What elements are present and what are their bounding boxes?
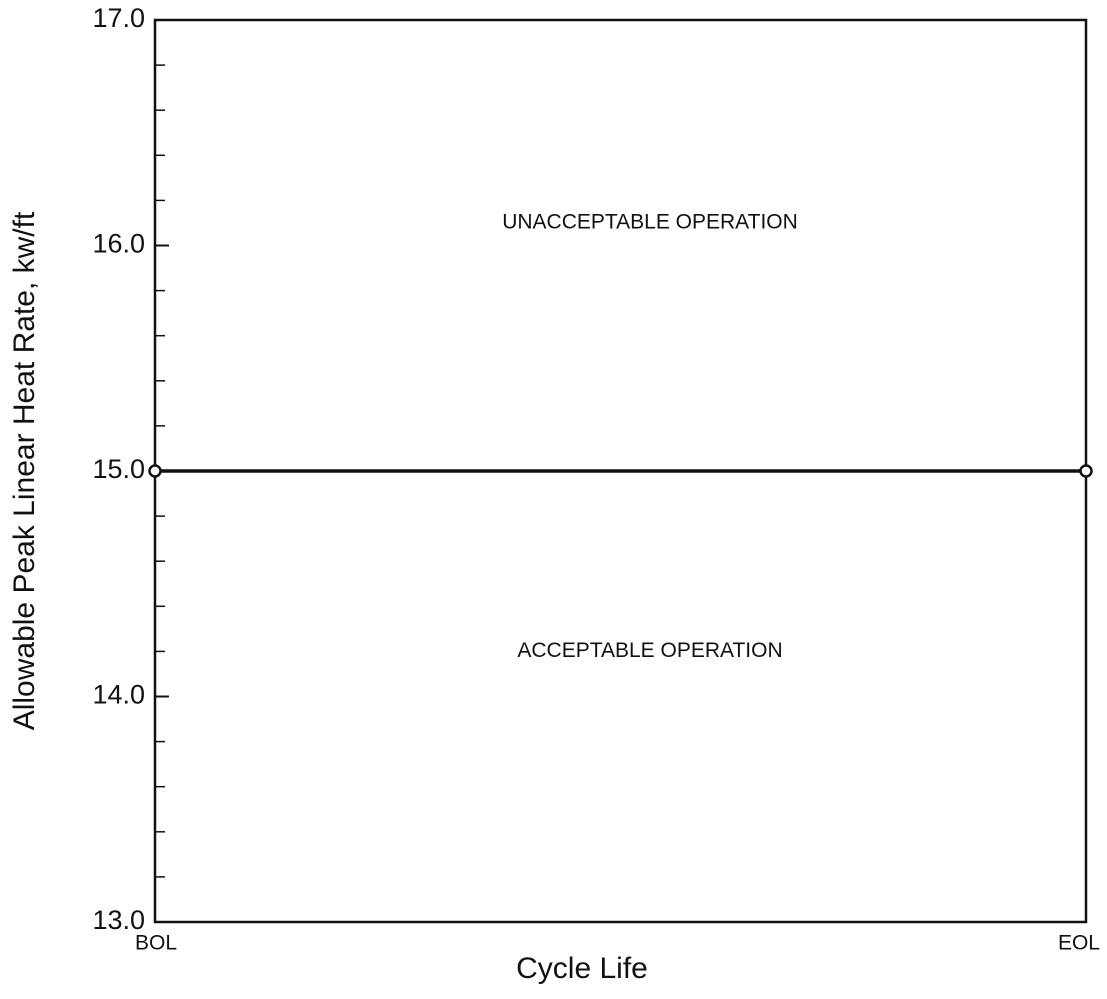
- y-tick-label: 16.0: [92, 229, 145, 259]
- x-tick-label: BOL: [135, 932, 177, 955]
- y-tick-label: 15.0: [92, 454, 145, 484]
- x-axis-title: Cycle Life: [516, 952, 648, 985]
- y-axis-title: Allowable Peak Linear Heat Rate, kw/ft: [8, 211, 41, 730]
- x-tick-label: EOL: [1058, 932, 1100, 955]
- y-tick-label: 13.0: [92, 905, 145, 935]
- annotation: ACCEPTABLE OPERATION: [517, 639, 782, 662]
- y-tick-label: 17.0: [92, 3, 145, 33]
- data-point: [1079, 464, 1093, 478]
- data-point: [148, 464, 162, 478]
- annotation: UNACCEPTABLE OPERATION: [502, 210, 798, 233]
- y-tick-label: 14.0: [92, 680, 145, 710]
